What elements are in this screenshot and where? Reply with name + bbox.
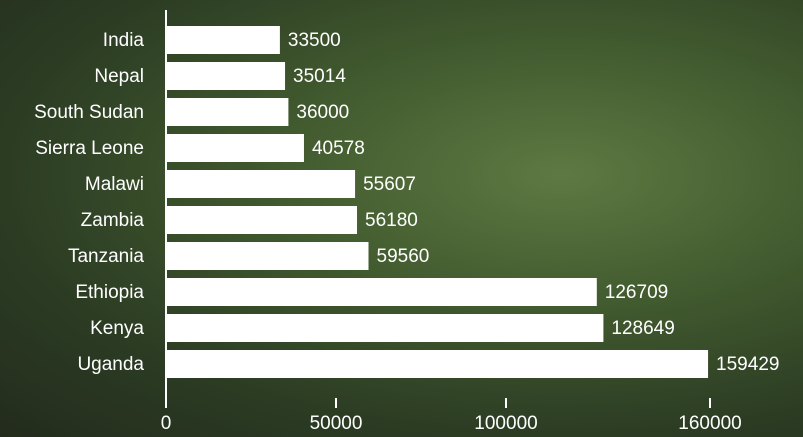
value-label: 36000 — [296, 102, 349, 123]
bar — [166, 62, 285, 90]
bar — [166, 170, 355, 198]
value-label: 126709 — [605, 282, 668, 303]
bar — [166, 134, 304, 162]
y-tick-label: Kenya — [90, 318, 144, 339]
y-tick-label: Nepal — [94, 66, 144, 87]
bar — [166, 206, 357, 234]
x-tick-label: 0 — [161, 413, 172, 434]
y-tick-label: Sierra Leone — [35, 138, 144, 159]
y-tick-label: South Sudan — [34, 102, 144, 123]
x-tick-label: 50000 — [310, 413, 363, 434]
bar — [166, 242, 369, 270]
bar — [166, 278, 597, 306]
y-tick-label: Uganda — [77, 354, 144, 375]
value-label: 159429 — [716, 354, 779, 375]
value-label: 35014 — [293, 66, 346, 87]
bar — [166, 314, 603, 342]
chart: 0 50000 100000 160000 India 33500 Nepal 35014 So… — [0, 0, 803, 437]
x-tick-label: 100000 — [474, 413, 537, 434]
page: 0 50000 100000 160000 India 33500 Nepal 35014 So… — [0, 0, 803, 437]
y-tick-label: Zambia — [81, 210, 145, 231]
y-tick-label: India — [103, 30, 145, 51]
bar — [166, 26, 280, 54]
value-label: 59560 — [377, 246, 430, 267]
value-label: 56180 — [365, 210, 418, 231]
value-label: 33500 — [288, 30, 341, 51]
x-tick-label: 160000 — [678, 413, 741, 434]
value-label: 128649 — [611, 318, 674, 339]
y-tick-label: Tanzania — [68, 246, 144, 267]
y-tick-label: Ethiopia — [75, 282, 144, 303]
bar — [166, 98, 288, 126]
value-label: 40578 — [312, 138, 365, 159]
bar — [166, 350, 708, 378]
y-tick-label: Malawi — [85, 174, 144, 195]
value-label: 55607 — [363, 174, 416, 195]
